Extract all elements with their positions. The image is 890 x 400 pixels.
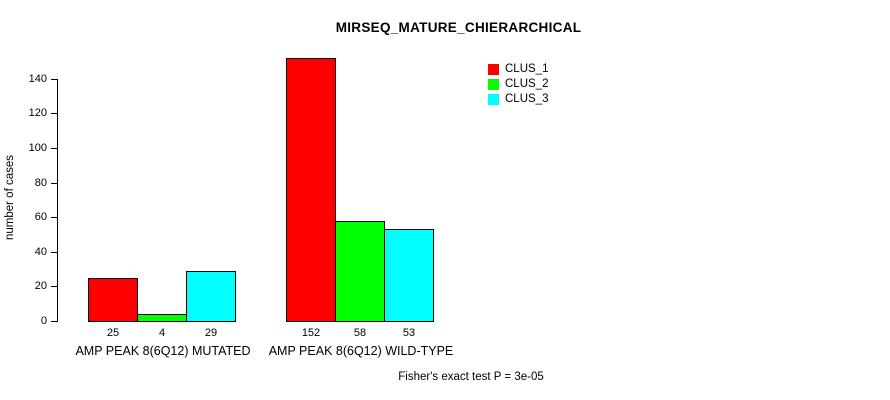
y-tick	[51, 251, 57, 253]
category-label: AMP PEAK 8(6Q12) WILD-TYPE	[268, 344, 454, 358]
bar-value-label: 53	[402, 327, 416, 339]
y-tick-label: 0	[40, 315, 47, 327]
bar-clus_3-group1	[186, 271, 236, 322]
bar-value-label: 152	[301, 327, 321, 339]
legend-label: CLUS_1	[505, 63, 549, 75]
legend-swatch-clus_3	[488, 94, 499, 105]
chart-title: MIRSEQ_MATURE_CHIERARCHICAL	[335, 20, 582, 35]
category-label: AMP PEAK 8(6Q12) MUTATED	[75, 344, 251, 358]
y-tick-label: 100	[28, 142, 47, 154]
bar-clus_1-group1	[88, 278, 138, 322]
bar-value-label: 58	[353, 327, 367, 339]
y-axis-line	[57, 78, 58, 322]
y-tick	[51, 321, 57, 322]
bar-clus_2-group1	[137, 314, 187, 322]
bar-value-label: 4	[158, 327, 166, 339]
y-tick	[51, 286, 57, 288]
bar-clus_2-group2	[335, 221, 385, 322]
y-axis-label: number of cases	[4, 154, 16, 240]
bar-clus_3-group2	[384, 229, 434, 322]
y-tick-label: 40	[34, 245, 47, 258]
y-tick-label: 140	[28, 72, 47, 85]
y-tick	[51, 78, 57, 80]
y-tick-label: 80	[34, 176, 47, 189]
bar-clus_1-group2	[286, 58, 336, 322]
legend-swatch-clus_2	[488, 79, 499, 90]
y-tick	[51, 148, 57, 149]
legend-label: CLUS_2	[505, 78, 549, 90]
y-tick	[51, 217, 57, 219]
y-tick	[51, 182, 57, 184]
y-tick-label: 60	[34, 211, 47, 224]
y-tick-label: 20	[34, 280, 47, 293]
bar-value-label: 29	[204, 327, 218, 339]
y-tick	[51, 113, 57, 115]
bar-value-label: 25	[106, 327, 120, 339]
legend-label: CLUS_3	[505, 93, 549, 105]
legend-swatch-clus_1	[488, 64, 499, 75]
y-tick-label: 120	[28, 107, 47, 120]
annotation-text: Fisher's exact test P = 3e-05	[398, 371, 544, 383]
